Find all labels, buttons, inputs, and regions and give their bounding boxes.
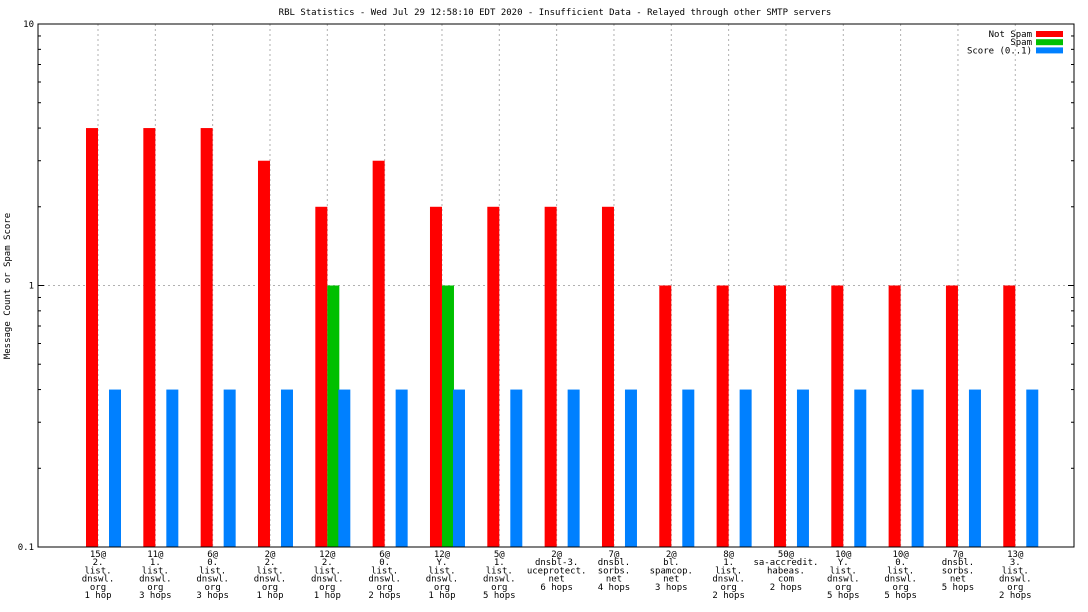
bar-not-spam — [1003, 285, 1016, 547]
bar-not-spam — [372, 160, 385, 547]
bar-not-spam — [315, 206, 328, 548]
bar-score-0-1 — [280, 389, 293, 547]
x-category-label: 12@ 2. list. dnswl. org 1 hop — [311, 550, 344, 601]
legend-label: Not Spam — [989, 30, 1032, 40]
bar-score-0-1 — [223, 389, 236, 547]
x-category-label: 50@ sa-accredit. habeas. com 2 hops — [753, 550, 818, 593]
y-tick-label: 0.1 — [18, 543, 34, 553]
x-category-label: 13@ 3. list. dnswl. org 2 hops — [999, 550, 1032, 601]
bar-score-0-1 — [338, 389, 351, 547]
x-category-label: 2@ 2. list. dnswl. org 1 hop — [254, 550, 287, 601]
x-category-label: 11@ 1. list. dnswl. org 3 hops — [139, 550, 172, 601]
bar-score-0-1 — [567, 389, 580, 547]
bar-not-spam — [200, 128, 213, 547]
x-axis-category-labels: 15@ 2. list. dnswl. org 1 hop 11@ 1. list. dnswl.… — [82, 550, 1032, 601]
legend-swatch — [1036, 31, 1063, 37]
bar-not-spam — [888, 285, 901, 547]
x-category-label: 8@ 1. list. dnswl. org 2 hops — [712, 550, 745, 601]
bar-score-0-1 — [395, 389, 408, 547]
legend-label: Spam — [1010, 38, 1032, 48]
bars — [86, 128, 1039, 548]
x-category-label: 5@ 1. list. dnswl. org 5 hops — [483, 550, 516, 601]
bar-score-0-1 — [1026, 389, 1039, 547]
x-category-label: 7@ dnsbl. sorbs. net 5 hops — [942, 550, 975, 593]
bar-not-spam — [716, 285, 729, 547]
bar-not-spam — [86, 128, 98, 547]
bar-score-0-1 — [510, 389, 523, 547]
bar-score-0-1 — [911, 389, 924, 547]
bar-not-spam — [257, 160, 270, 547]
legend-swatch — [1036, 47, 1063, 54]
bar-not-spam — [487, 206, 500, 548]
bar-score-0-1 — [796, 389, 809, 547]
x-category-label: 6@ 0. list. dnswl. org 3 hops — [196, 550, 229, 601]
chart-title: RBL Statistics - Wed Jul 29 12:58:10 EDT… — [279, 8, 832, 18]
bar-not-spam — [945, 285, 958, 547]
x-category-label: 2@ bl. spamcop. net 3 hops — [650, 550, 693, 593]
bar-not-spam — [601, 206, 614, 548]
y-axis-label: Message Count or Spam Score — [3, 213, 13, 359]
bar-not-spam — [831, 285, 844, 547]
x-category-label: 12@ Y. list. dnswl. org 1 hop — [426, 550, 459, 601]
bar-score-0-1 — [166, 389, 179, 547]
legend-label: Score (0..1) — [967, 46, 1032, 56]
bar-not-spam — [659, 285, 672, 547]
x-category-label: 10@ 0. list. dnswl. org 5 hops — [884, 550, 917, 601]
x-category-label: 6@ 0. list. dnswl. org 2 hops — [368, 550, 401, 601]
bar-not-spam — [429, 206, 442, 548]
bar-not-spam — [143, 128, 156, 547]
y-axis-ticks: 0.1 1 10 — [18, 20, 1074, 553]
bar-spam — [441, 285, 454, 547]
y-tick-label: 1 — [29, 282, 34, 292]
x-category-label: 15@ 2. list. dnswl. org 1 hop — [82, 550, 115, 601]
bar-score-0-1 — [739, 389, 752, 547]
x-category-label: 10@ Y. list. dnswl. org 5 hops — [827, 550, 860, 601]
legend-swatch — [1036, 39, 1063, 46]
bar-score-0-1 — [968, 389, 981, 547]
y-tick-label: 10 — [23, 20, 34, 30]
bar-score-0-1 — [109, 389, 121, 547]
x-category-label: 2@ dnsbl-3. uceprotect. net 6 hops — [527, 550, 587, 593]
bar-not-spam — [773, 285, 786, 547]
bar-not-spam — [544, 206, 557, 548]
bar-score-0-1 — [682, 389, 695, 547]
bar-score-0-1 — [854, 389, 867, 547]
x-category-label: 7@ dnsbl. sorbs. net 4 hops — [598, 550, 631, 593]
bar-score-0-1 — [624, 389, 637, 547]
bar-score-0-1 — [452, 389, 465, 547]
bar-spam — [327, 285, 340, 547]
